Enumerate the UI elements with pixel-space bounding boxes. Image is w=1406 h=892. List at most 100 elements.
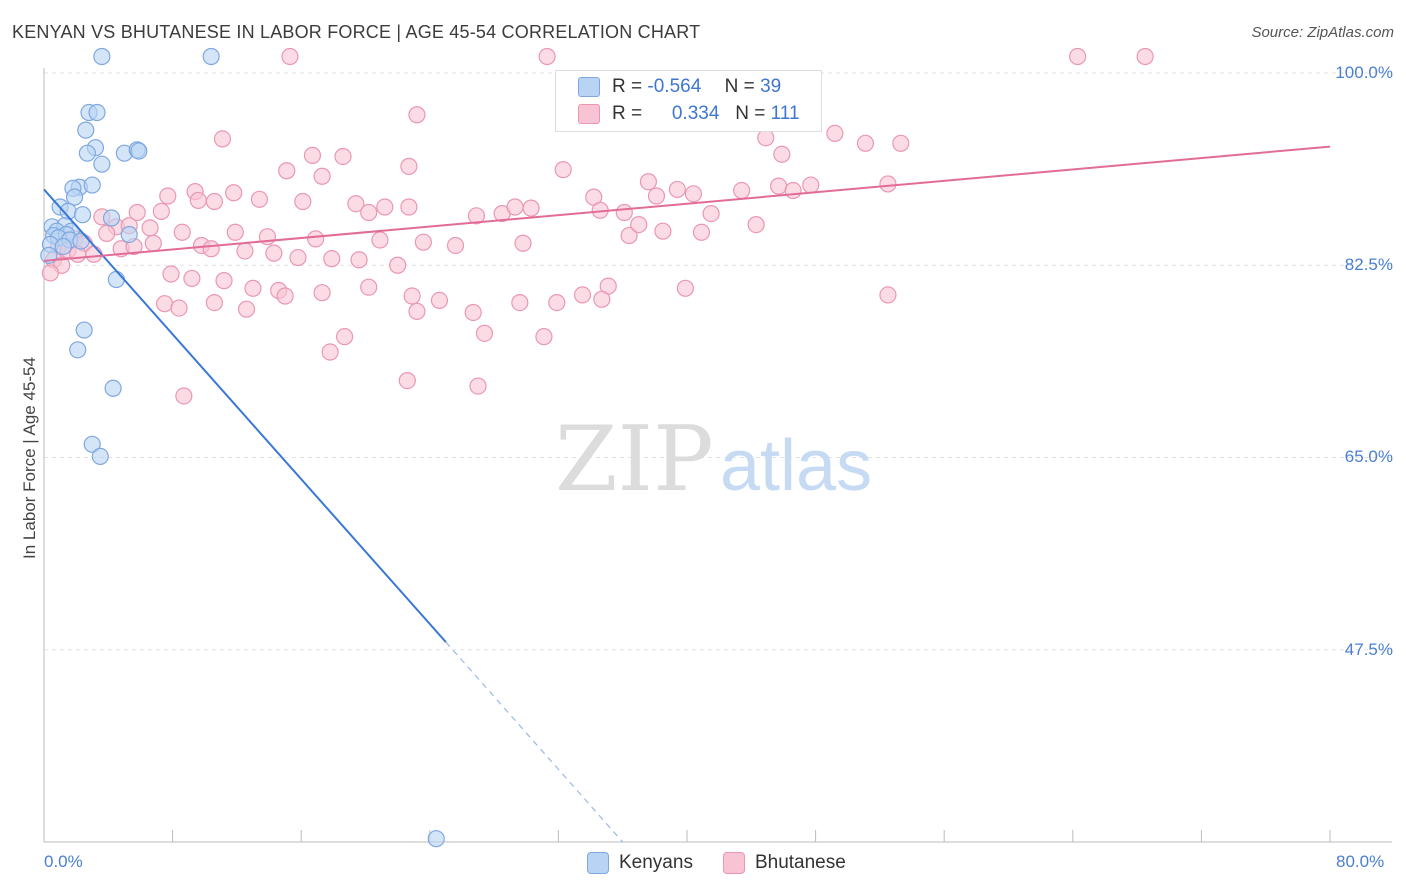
bhutanese-point bbox=[773, 145, 791, 163]
bhutanese-point bbox=[430, 291, 449, 309]
bhutanese-point bbox=[514, 234, 532, 252]
bhutanese-point bbox=[467, 207, 486, 225]
bhutanese-point bbox=[879, 175, 897, 193]
legend-row-bhutanese: R = 0.334 N = 111 bbox=[578, 101, 800, 127]
bhutanese-point bbox=[236, 242, 254, 260]
bhutanese-point bbox=[278, 162, 296, 180]
bhutanese-point bbox=[676, 279, 694, 297]
bhutanese-point bbox=[1136, 47, 1154, 66]
bhutanese-point bbox=[654, 222, 672, 240]
kenyans-point bbox=[69, 341, 87, 359]
bhutanese-point bbox=[276, 287, 294, 305]
chart-title: KENYAN VS BHUTANESE IN LABOR FORCE | AGE… bbox=[12, 22, 701, 42]
bhutanese-point bbox=[620, 226, 638, 245]
watermark-atlas: atlas bbox=[720, 426, 872, 506]
legend-kenyans: Kenyans bbox=[587, 852, 693, 874]
bhutanese-point bbox=[173, 223, 191, 241]
bhutanese-point bbox=[469, 377, 487, 395]
bhutanese-point bbox=[702, 205, 720, 223]
y-tick-label: 82.5% bbox=[1344, 255, 1393, 275]
bhutanese-point bbox=[892, 134, 910, 152]
bhutanese-point bbox=[360, 203, 378, 222]
bhutanese-r-value: 0.334 bbox=[671, 103, 720, 124]
axes bbox=[43, 68, 1392, 843]
kenyans-r-value: -0.564 bbox=[647, 76, 702, 97]
bhutanese-point bbox=[573, 286, 592, 304]
x-tick-max: 80.0% bbox=[1336, 852, 1385, 871]
bhutanese-point bbox=[144, 234, 162, 252]
bhutanese-point bbox=[389, 256, 407, 274]
bhutanese-point bbox=[250, 190, 269, 208]
r-label: R = bbox=[612, 76, 643, 97]
r-label: R = bbox=[612, 103, 643, 124]
bhutanese-point bbox=[554, 161, 572, 179]
x-tick-min: 0.0% bbox=[44, 852, 83, 871]
bhutanese-point bbox=[307, 230, 325, 248]
n-label: N = bbox=[724, 76, 755, 97]
bhutanese-point bbox=[856, 134, 875, 152]
kenyans-point bbox=[65, 188, 84, 206]
bhutanese-point bbox=[400, 198, 418, 216]
bhutanese-point bbox=[647, 187, 666, 205]
bhutanese-point bbox=[289, 248, 307, 267]
bhutanese-point bbox=[155, 295, 174, 313]
y-tick-label: 47.5% bbox=[1344, 639, 1393, 659]
bhutanese-point bbox=[747, 215, 765, 234]
bhutanese-point bbox=[446, 236, 465, 255]
bhutanese-point bbox=[668, 180, 686, 199]
kenyans-point bbox=[102, 209, 121, 227]
bhutanese-point bbox=[225, 184, 243, 202]
kenyans-n-value: 39 bbox=[760, 76, 782, 97]
bhutanese-swatch bbox=[578, 104, 600, 124]
bhutanese-point bbox=[639, 173, 658, 191]
bhutanese-point bbox=[281, 47, 299, 66]
kenyans-point bbox=[75, 321, 93, 339]
kenyans-trend-line bbox=[43, 188, 447, 643]
kenyans-point bbox=[78, 144, 97, 162]
bhutanese-point bbox=[41, 264, 60, 282]
bhutanese-point bbox=[408, 106, 426, 124]
kenyans-point bbox=[120, 225, 138, 244]
bhutanese-n-value: 111 bbox=[770, 103, 800, 124]
bhutanese-point bbox=[548, 293, 566, 312]
bhutanese-point bbox=[128, 203, 146, 222]
bhutanese-point bbox=[464, 303, 482, 322]
legend-row-kenyans: R = -0.564 N = 39 bbox=[578, 74, 781, 100]
bhutanese-point bbox=[360, 278, 378, 296]
bhutanese-point bbox=[189, 191, 207, 210]
bhutanese-point bbox=[403, 287, 421, 305]
kenyans-swatch bbox=[578, 77, 600, 97]
bhutanese-point bbox=[85, 245, 103, 263]
legend-bhutanese: Bhutanese bbox=[722, 852, 846, 874]
bhutanese-point bbox=[615, 203, 633, 222]
watermark-zip: ZIP bbox=[555, 407, 714, 512]
trend-lines bbox=[43, 145, 1331, 843]
bhutanese-trend-line bbox=[43, 145, 1331, 262]
kenyans-trend-extension bbox=[445, 641, 624, 843]
bhutanese-point bbox=[303, 146, 322, 164]
kenyans-point bbox=[93, 47, 111, 66]
bhutanese-point bbox=[237, 300, 256, 318]
stats-legend: R = -0.564 N = 39 R = 0.334 N = 111 bbox=[555, 70, 822, 132]
bhutanese-point bbox=[593, 290, 611, 308]
bhutanese-point bbox=[323, 250, 341, 268]
bhutanese-point bbox=[770, 177, 788, 195]
series-legend: Kenyans Bhutanese bbox=[587, 852, 876, 874]
y-tick-label: 100.0% bbox=[1335, 62, 1393, 82]
bhutanese-point bbox=[313, 284, 331, 302]
kenyans-point bbox=[72, 232, 90, 250]
bhutanese-point bbox=[313, 167, 331, 185]
bhutanese-point bbox=[879, 286, 897, 304]
bhutanese-point bbox=[226, 223, 244, 241]
kenyans-point bbox=[83, 176, 101, 194]
bhutanese-point bbox=[347, 195, 365, 213]
bhutanese-point bbox=[183, 269, 201, 288]
bhutanese-point bbox=[159, 187, 177, 205]
bhutanese-point bbox=[506, 198, 524, 216]
bhutanese-point bbox=[733, 181, 751, 200]
kenyans-point bbox=[130, 142, 148, 160]
kenyans-legend-label: Kenyans bbox=[619, 852, 693, 873]
bhutanese-point bbox=[202, 240, 220, 258]
bhutanese-point bbox=[205, 293, 223, 312]
source-credit: Source: ZipAtlas.com bbox=[1251, 24, 1394, 41]
